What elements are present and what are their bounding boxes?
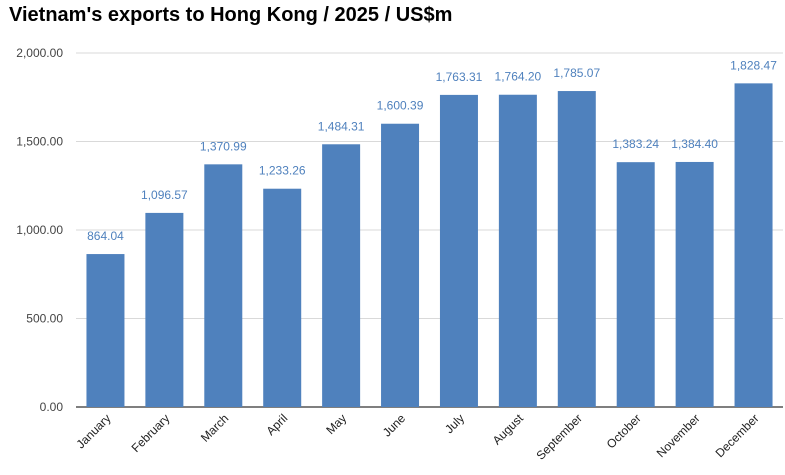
data-label: 1,763.31 [436,70,483,84]
x-tick-label: April [263,411,290,438]
y-tick-label: 1,500.00 [16,135,63,149]
bar [322,144,361,407]
data-label: 1,383.24 [612,137,659,151]
bar [616,162,655,407]
bar [145,212,184,407]
bar [263,188,302,407]
data-label: 1,370.99 [200,139,247,153]
x-tick-label: February [129,411,173,455]
chart-title: Vietnam's exports to Hong Kong / 2025 / … [9,4,453,26]
y-tick-label: 1,000.00 [16,223,63,237]
x-tick-label: December [713,411,762,460]
bar [498,94,537,407]
x-tick-label: October [604,411,644,451]
bars [86,83,773,408]
x-tick-label: January [73,411,113,451]
x-tick-label: September [534,411,585,462]
data-label: 1,828.47 [730,58,777,72]
bar [439,94,478,407]
x-tick-label: July [442,411,467,436]
x-tick-label: May [323,411,349,437]
x-tick-label: August [490,411,527,448]
data-label: 1,764.20 [495,70,542,84]
data-label: 864.04 [87,229,124,243]
data-label: 1,600.39 [377,99,424,113]
bar [86,254,125,407]
x-tick-label: June [380,411,409,440]
data-label: 1,785.07 [553,66,600,80]
bar [557,91,596,408]
bar [675,161,714,407]
x-tick-label: March [198,411,231,444]
data-label: 1,233.26 [259,164,306,178]
y-tick-label: 500.00 [26,312,63,326]
bar [734,83,773,407]
x-tick-label: November [654,411,703,460]
bar [381,123,420,408]
data-label: 1,384.40 [671,137,718,151]
y-axis-ticks: 0.00 500.00 1,000.00 1,500.00 2,000.00 [16,46,63,414]
x-axis-ticks: January February March April May June July Augu… [73,411,761,463]
data-label: 1,484.31 [318,119,365,133]
y-tick-label: 0.00 [40,400,64,414]
data-label: 1,096.57 [141,188,188,202]
y-tick-label: 2,000.00 [16,46,63,60]
data-labels: 864.04 1,096.57 1,370.99 1,233.26 1,484.31 1,… [87,58,777,243]
bar [204,164,243,407]
gridlines [76,52,783,408]
